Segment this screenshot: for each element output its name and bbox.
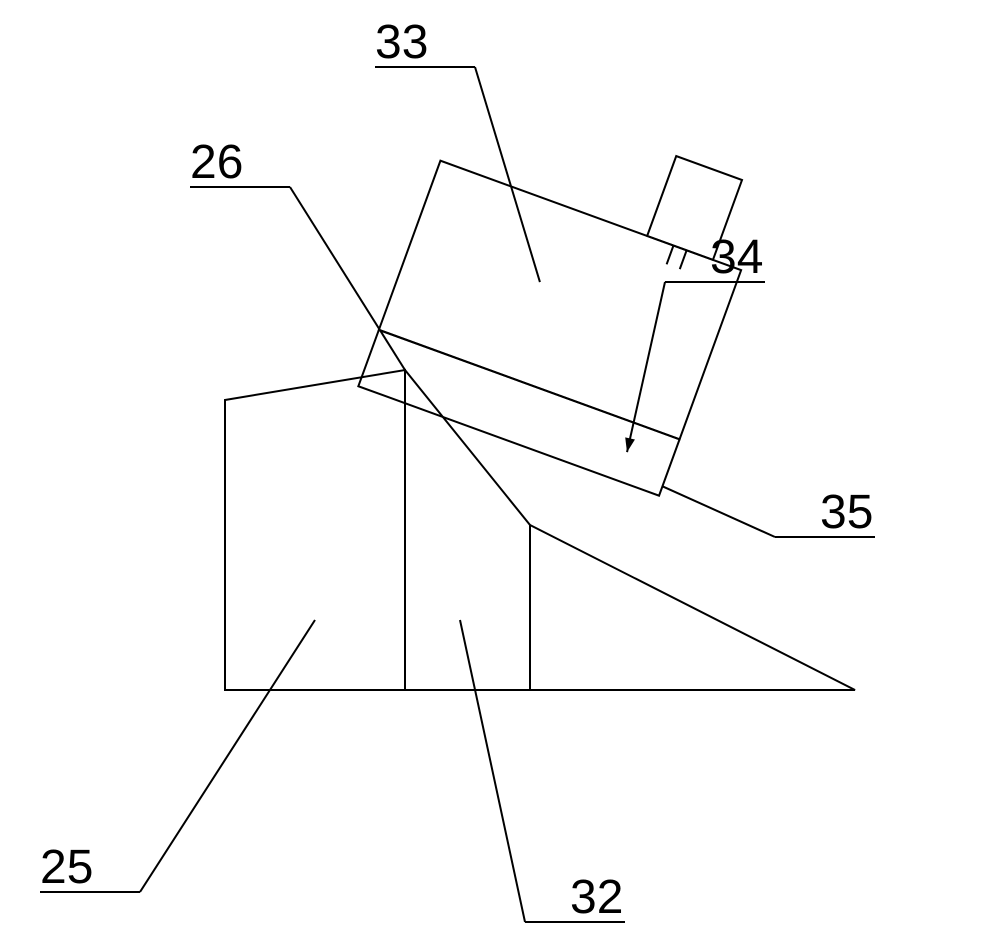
diagram-svg — [0, 0, 1000, 952]
diagram-stage: 25 26 32 33 34 35 — [0, 0, 1000, 952]
left-quad — [225, 370, 405, 690]
right-triangle — [530, 525, 855, 690]
callout-label-35: 35 — [820, 485, 873, 540]
callout-label-34: 34 — [710, 230, 763, 285]
callout-label-32: 32 — [570, 870, 623, 925]
right-quad — [405, 370, 530, 690]
callout-label-26: 26 — [190, 135, 243, 190]
callout-label-33: 33 — [375, 15, 428, 70]
callout-label-25: 25 — [40, 840, 93, 895]
rotated-assembly — [358, 81, 770, 496]
